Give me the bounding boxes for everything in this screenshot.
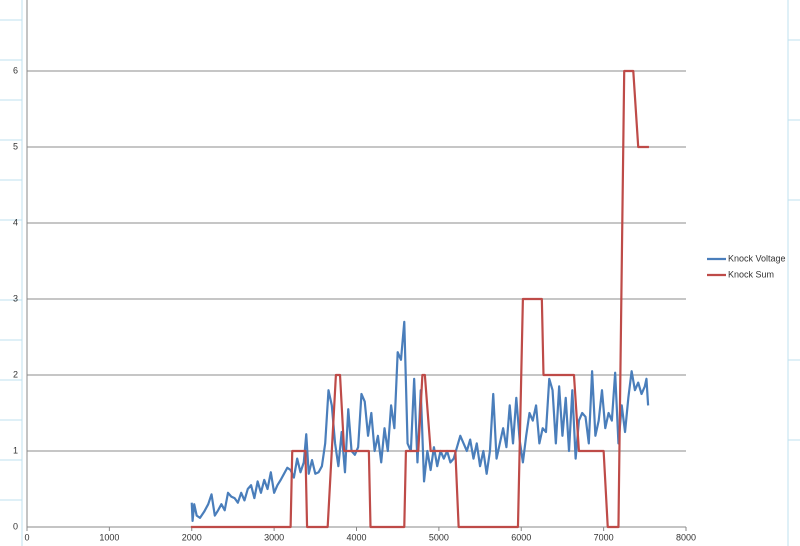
y-tick-label: 3 bbox=[13, 293, 18, 303]
y-tick-label: 4 bbox=[13, 217, 18, 227]
series-line bbox=[190, 69, 649, 529]
x-tick-label: 4000 bbox=[346, 532, 366, 542]
x-tick-label: 2000 bbox=[182, 532, 202, 542]
x-tick-label: 7000 bbox=[594, 532, 614, 542]
y-tick-label: 5 bbox=[13, 141, 18, 151]
y-tick-label: 1 bbox=[13, 445, 18, 455]
x-tick-label: 3000 bbox=[264, 532, 284, 542]
x-tick-label: 0 bbox=[24, 532, 29, 542]
y-tick-label: 6 bbox=[13, 65, 18, 75]
x-tick-label: 1000 bbox=[99, 532, 119, 542]
legend-label: Knock Sum bbox=[728, 269, 774, 279]
x-tick-label: 5000 bbox=[429, 532, 449, 542]
x-tick-label: 6000 bbox=[511, 532, 531, 542]
legend-label: Knock Voltage bbox=[728, 253, 786, 263]
y-tick-label: 2 bbox=[13, 369, 18, 379]
x-tick-label: 8000 bbox=[676, 532, 696, 542]
y-tick-label: 0 bbox=[13, 521, 18, 531]
